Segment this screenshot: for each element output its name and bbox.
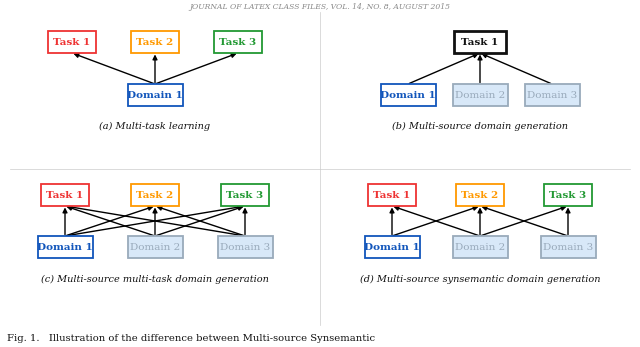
Text: JOURNAL OF LATEX CLASS FILES, VOL. 14, NO. 8, AUGUST 2015: JOURNAL OF LATEX CLASS FILES, VOL. 14, N… [189, 3, 451, 11]
FancyBboxPatch shape [452, 236, 508, 258]
FancyBboxPatch shape [38, 236, 93, 258]
Text: (c) Multi-source multi-task domain generation: (c) Multi-source multi-task domain gener… [41, 275, 269, 284]
Text: Domain 1: Domain 1 [380, 91, 436, 100]
FancyBboxPatch shape [541, 236, 595, 258]
FancyBboxPatch shape [454, 31, 506, 53]
FancyBboxPatch shape [452, 84, 508, 106]
Text: (a) Multi-task learning: (a) Multi-task learning [99, 122, 211, 131]
Text: Domain 2: Domain 2 [455, 91, 505, 100]
Text: Task 3: Task 3 [549, 191, 587, 200]
Text: Task 1: Task 1 [46, 191, 84, 200]
Text: Task 2: Task 2 [136, 191, 173, 200]
Text: Domain 3: Domain 3 [220, 243, 270, 252]
FancyBboxPatch shape [525, 84, 579, 106]
FancyBboxPatch shape [131, 31, 179, 53]
FancyBboxPatch shape [131, 184, 179, 206]
FancyBboxPatch shape [221, 184, 269, 206]
Text: Task 2: Task 2 [136, 37, 173, 46]
FancyBboxPatch shape [544, 184, 592, 206]
FancyBboxPatch shape [381, 84, 435, 106]
Text: Domain 1: Domain 1 [364, 243, 420, 252]
Text: Task 1: Task 1 [53, 37, 91, 46]
Text: Domain 3: Domain 3 [527, 91, 577, 100]
Text: Task 1: Task 1 [461, 37, 499, 46]
Text: (d) Multi-source synsemantic domain generation: (d) Multi-source synsemantic domain gene… [360, 275, 600, 284]
FancyBboxPatch shape [456, 184, 504, 206]
Text: Task 3: Task 3 [220, 37, 257, 46]
Text: Domain 1: Domain 1 [37, 243, 93, 252]
FancyBboxPatch shape [365, 236, 419, 258]
FancyBboxPatch shape [127, 84, 182, 106]
Text: Task 2: Task 2 [461, 191, 499, 200]
FancyBboxPatch shape [48, 31, 96, 53]
Text: Domain 2: Domain 2 [130, 243, 180, 252]
Text: Domain 2: Domain 2 [455, 243, 505, 252]
FancyBboxPatch shape [41, 184, 89, 206]
Text: Task 1: Task 1 [373, 191, 411, 200]
Text: Fig. 1.   Illustration of the difference between Multi-source Synsemantic: Fig. 1. Illustration of the difference b… [7, 334, 375, 343]
FancyBboxPatch shape [214, 31, 262, 53]
Text: Domain 3: Domain 3 [543, 243, 593, 252]
FancyBboxPatch shape [218, 236, 273, 258]
FancyBboxPatch shape [127, 236, 182, 258]
Text: Domain 1: Domain 1 [127, 91, 183, 100]
FancyBboxPatch shape [368, 184, 416, 206]
Text: (b) Multi-source domain generation: (b) Multi-source domain generation [392, 122, 568, 131]
Text: Task 3: Task 3 [227, 191, 264, 200]
